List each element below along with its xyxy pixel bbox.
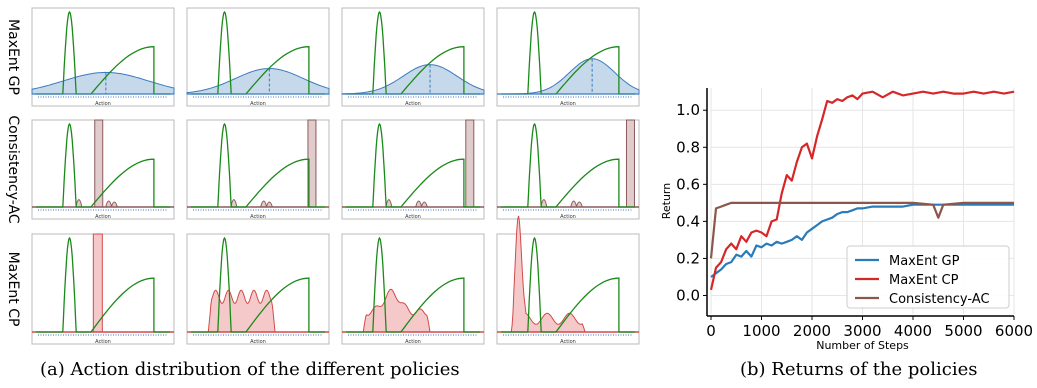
x-tick-label: 2000 [793, 322, 831, 340]
x-axis-label: Number of Steps [816, 339, 909, 352]
row-label: MaxEnt CP [5, 252, 21, 327]
reward-curve [36, 122, 170, 208]
y-tick-label: 0.6 [676, 175, 700, 193]
density-bump [420, 201, 428, 208]
density-bump [570, 200, 578, 208]
subplot: Action [341, 119, 485, 220]
subplot-xlabel: Action [250, 101, 266, 107]
y-tick-label: 0.0 [676, 286, 700, 304]
caption-right: (b) Returns of the policies [740, 359, 978, 380]
series-line-maxent-cp [709, 90, 1015, 291]
reward-curve [346, 236, 480, 333]
reward-curve [36, 236, 170, 333]
subplot-xlabel: Action [560, 214, 576, 220]
subplot: Action [496, 119, 640, 220]
subplot: Action [496, 215, 640, 345]
x-tick-label: 6000 [995, 322, 1033, 340]
density-bump [110, 201, 118, 208]
returns-chart: 0 1000 2000 3000 4000 5000 6000 0.0 0.2 0.4 0.6 0.8… [660, 88, 1033, 352]
subplot-xlabel: Action [250, 214, 266, 220]
y-tick-label: 0.4 [676, 212, 700, 230]
row-label: MaxEnt GP [5, 19, 21, 95]
subplot-frame [31, 233, 175, 345]
x-tick-label: 4000 [894, 322, 932, 340]
reward-curve [501, 236, 635, 333]
x-tick-label: 5000 [944, 322, 982, 340]
reward-curve [501, 122, 635, 208]
y-axis-label: Return [660, 183, 673, 220]
subplot-frame [496, 119, 640, 220]
density-spike [465, 119, 475, 208]
density-bump [575, 201, 583, 208]
legend-label: Consistency-AC [889, 292, 990, 307]
legend-label: MaxEnt CP [889, 273, 959, 288]
subplot: Action [341, 7, 485, 107]
subplot-xlabel: Action [560, 101, 576, 107]
row-label: Consistency-AC [5, 115, 21, 223]
density-bump [105, 200, 113, 208]
density-bump [415, 200, 423, 208]
subplot-xlabel: Action [405, 339, 421, 345]
subplot: Action [186, 233, 330, 345]
subplot-xlabel: Action [95, 101, 111, 107]
subplot: Action [341, 233, 485, 345]
y-tick-label: 0.8 [676, 138, 700, 156]
policy-density [362, 288, 431, 333]
subplot-xlabel: Action [405, 214, 421, 220]
density-bump [260, 200, 268, 208]
action-distribution-grid: MaxEnt GP Consistency-AC MaxEnt CP Action Ac… [5, 7, 640, 345]
density-spike [625, 119, 635, 208]
subplot-xlabel: Action [250, 339, 266, 345]
series-line-consistency-ac [709, 201, 1014, 259]
reward-curve [191, 122, 325, 208]
policy-density [510, 215, 586, 333]
series-line-maxent-gp [710, 203, 1014, 278]
density-bump [265, 201, 273, 208]
subplot: Action [186, 7, 330, 107]
subplot-xlabel: Action [560, 339, 576, 345]
y-tick-label: 1.0 [676, 101, 700, 119]
subplot: Action [496, 7, 640, 107]
subplot: Action [31, 233, 175, 345]
subplot: Action [31, 7, 175, 107]
density-spike [92, 233, 103, 333]
x-tick-label: 0 [706, 322, 716, 340]
subplot-xlabel: Action [405, 101, 421, 107]
subplot-xlabel: Action [95, 339, 111, 345]
subplot-frame [341, 119, 485, 220]
caption-left: (a) Action distribution of the different… [40, 359, 460, 380]
legend-label: MaxEnt GP [889, 254, 960, 269]
reward-curve [346, 122, 480, 208]
x-tick-label: 1000 [742, 322, 780, 340]
x-tick-label: 3000 [843, 322, 881, 340]
subplot-xlabel: Action [95, 214, 111, 220]
subplot: Action [31, 119, 175, 220]
reward-curve [191, 236, 325, 333]
subplot-frame [186, 119, 330, 220]
subplot: Action [186, 119, 330, 220]
y-tick-label: 0.2 [676, 249, 700, 267]
legend-box [846, 245, 1010, 309]
